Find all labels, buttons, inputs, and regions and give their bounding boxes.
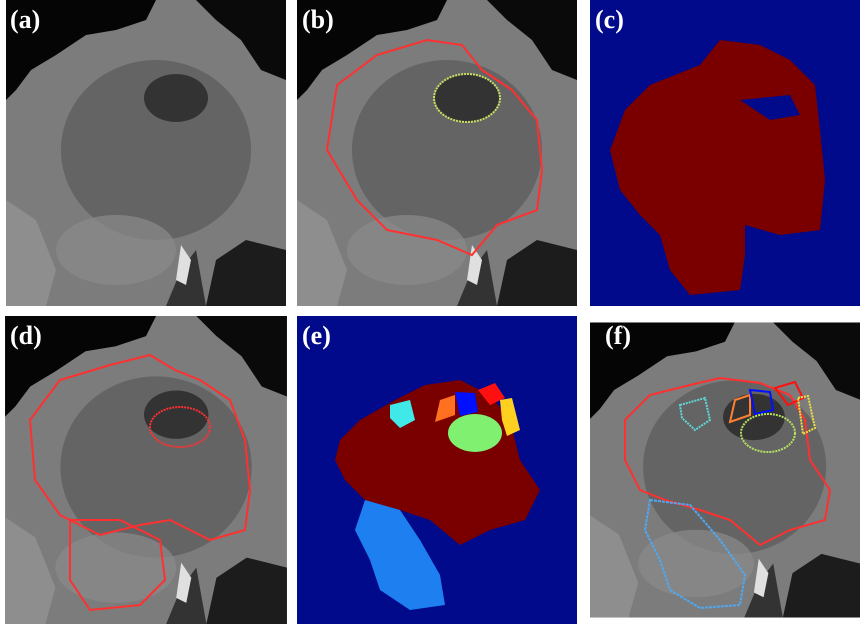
panel-b: (b) (297, 0, 577, 306)
panel-label: (a) (10, 5, 40, 34)
panel-label: (b) (302, 5, 334, 34)
panel-label: (e) (302, 321, 331, 350)
panel-c: (c) (590, 0, 860, 306)
figure: (a) (b) (c) (d) (e) (0, 0, 863, 624)
panel-e: (e) (297, 316, 577, 624)
panel-a: (a) (6, 0, 286, 306)
panel-f: (f) (590, 321, 860, 618)
panel-label: (f) (605, 321, 631, 350)
panel-d: (d) (5, 316, 287, 624)
panel-label: (c) (595, 5, 624, 34)
panel-label: (d) (10, 321, 42, 350)
